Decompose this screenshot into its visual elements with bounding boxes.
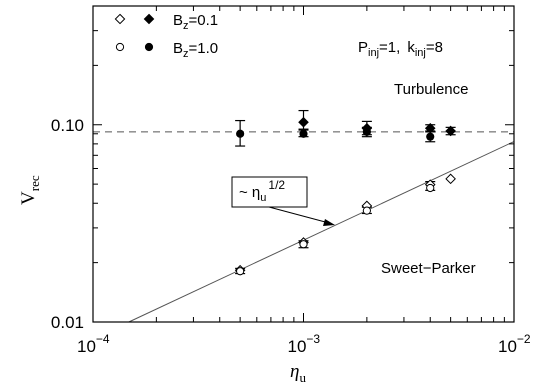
- fit-arrow: [268, 206, 330, 224]
- turbulence-region-label: Turbulence: [394, 81, 469, 98]
- data-point: [236, 129, 245, 138]
- data-point: [236, 267, 245, 276]
- legend-marker-filled: [143, 13, 155, 25]
- data-point: [299, 240, 308, 249]
- data-point: [426, 183, 435, 193]
- fit-arrowhead: [323, 219, 335, 226]
- reference-lines: [93, 131, 515, 323]
- axis-ticks: [92, 5, 514, 323]
- sweet-parker-region-label: Sweet−Parker: [381, 260, 476, 277]
- data-point: [445, 173, 456, 185]
- sweet-parker-scaling-line: [128, 141, 515, 323]
- data-point: [298, 116, 309, 128]
- injection-parameters-label: Pinj=1, kinj=8: [358, 39, 443, 59]
- fit-label-box: [231, 176, 308, 208]
- legend-markers-bz10: [115, 42, 154, 52]
- tick-labels: 10−4 10−3 10−2 0.01 0.10: [51, 116, 531, 356]
- x-tick-label: 10−3: [288, 332, 321, 356]
- x-tick-label: 10−2: [498, 332, 531, 356]
- y-axis-title: Vrec: [18, 175, 42, 205]
- legend-markers-bz01: [114, 13, 155, 25]
- data-points: [234, 116, 456, 276]
- data-point: [299, 129, 308, 138]
- x-tick-label: 10−4: [77, 332, 110, 356]
- legend-marker-open: [114, 13, 126, 25]
- y-tick-label: 0.10: [51, 116, 84, 135]
- legend-marker-open: [115, 42, 125, 52]
- x-axis-title: ηu: [290, 361, 306, 385]
- legend-marker-filled: [144, 42, 154, 52]
- data-point: [426, 132, 435, 141]
- fit-annotation: ~ ηu1/2: [231, 176, 335, 226]
- legend-label-bz10: Bz=1.0: [173, 40, 218, 60]
- y-tick-label: 0.01: [51, 313, 84, 332]
- legend-label-bz01: Bz=0.1: [173, 12, 218, 32]
- data-point: [362, 206, 371, 215]
- fit-label: ~ ηu1/2: [239, 178, 285, 204]
- legend: Bz=0.1 Bz=1.0: [114, 12, 218, 60]
- data-point: [362, 127, 371, 136]
- data-point: [445, 125, 456, 137]
